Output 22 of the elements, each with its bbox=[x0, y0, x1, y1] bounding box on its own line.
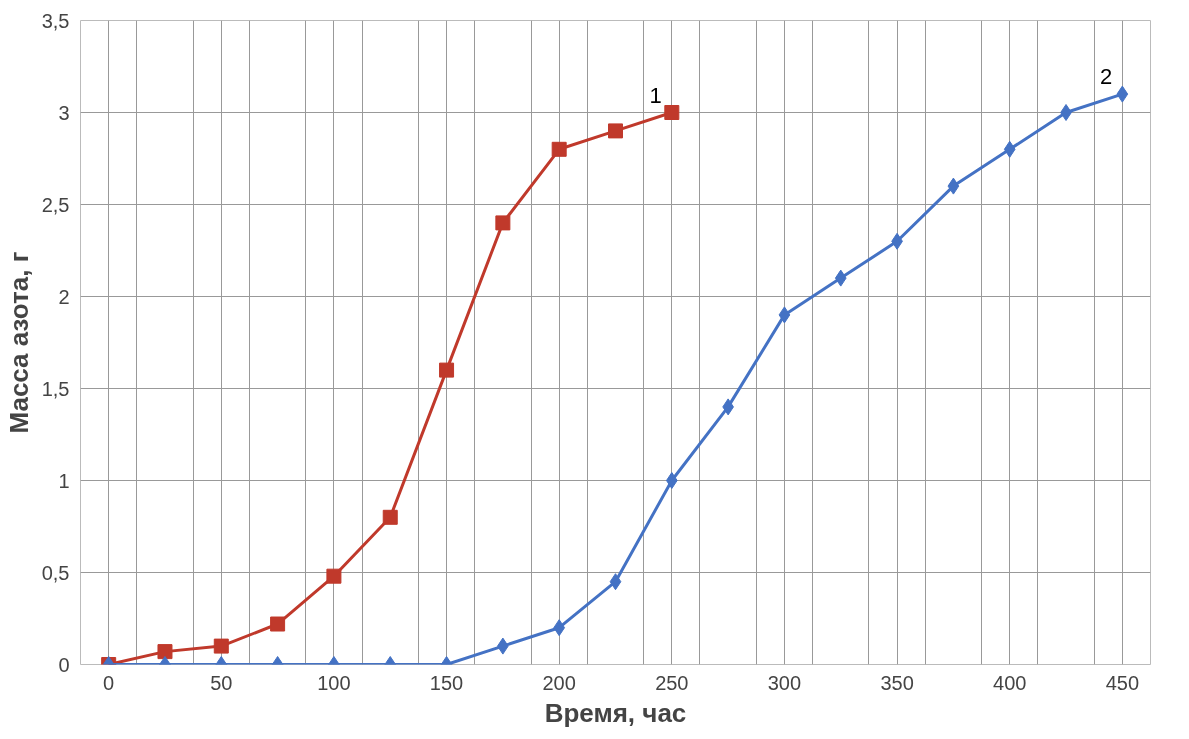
x-tick-label: 400 bbox=[993, 671, 1027, 694]
y-tick-label: 2,5 bbox=[41, 193, 70, 216]
y-tick-label: 2 bbox=[58, 285, 70, 308]
x-tick-label: 300 bbox=[767, 671, 802, 694]
x-tick-label: 250 bbox=[655, 671, 689, 694]
x-tick-label: 100 bbox=[317, 671, 351, 694]
y-axis-title: Масса азота, г bbox=[3, 251, 34, 434]
y-tick-label: 1 bbox=[58, 469, 70, 492]
y-tick-label: 3,5 bbox=[41, 9, 70, 32]
x-tick-label: 450 bbox=[1105, 671, 1140, 694]
y-tick-label: 3 bbox=[58, 101, 70, 124]
series-label: 1 bbox=[649, 82, 662, 108]
y-tick-label: 1,5 bbox=[41, 377, 70, 400]
y-tick-label: 0,5 bbox=[41, 561, 70, 584]
series-label: 2 bbox=[1100, 64, 1113, 90]
x-tick-label: 150 bbox=[429, 671, 464, 694]
x-tick-label: 200 bbox=[542, 671, 576, 694]
x-tick-label: 0 bbox=[103, 671, 115, 694]
x-tick-label: 350 bbox=[880, 671, 914, 694]
x-tick-label: 50 bbox=[210, 671, 233, 694]
x-axis-title: Время, час bbox=[544, 697, 687, 728]
y-tick-label: 0 bbox=[58, 653, 70, 676]
